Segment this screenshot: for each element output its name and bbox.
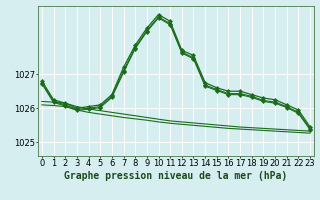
X-axis label: Graphe pression niveau de la mer (hPa): Graphe pression niveau de la mer (hPa) xyxy=(64,171,288,181)
